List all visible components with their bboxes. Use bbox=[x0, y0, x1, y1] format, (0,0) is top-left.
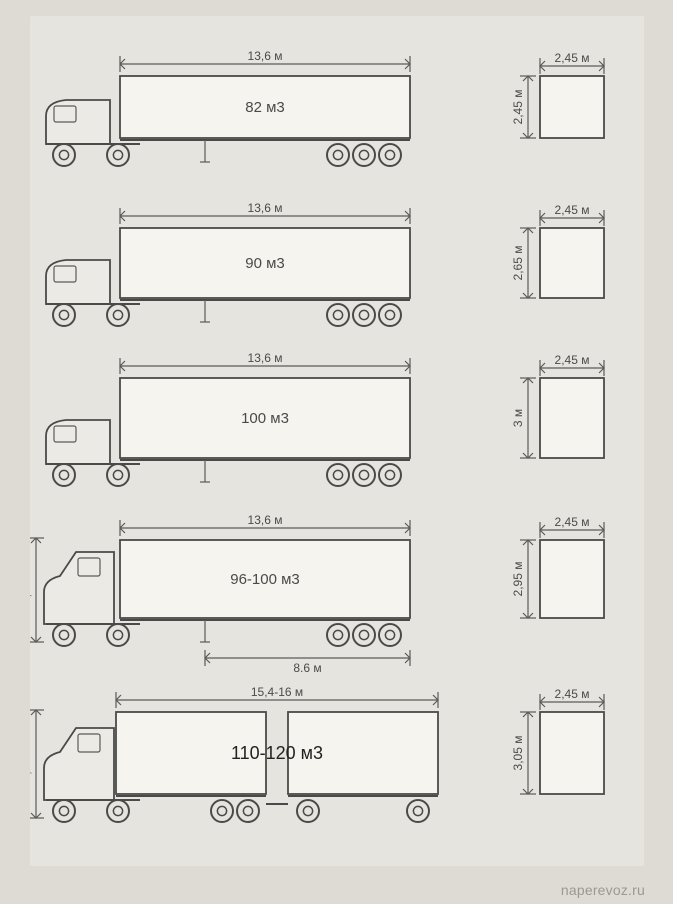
volume-label: 110-120 м3 bbox=[231, 743, 323, 763]
cross-width-label: 2,45 м bbox=[555, 353, 590, 367]
cross-section-box bbox=[540, 540, 604, 618]
length-label: 13,6 м bbox=[248, 49, 283, 63]
cross-height-label: 2,65 м bbox=[511, 246, 525, 281]
volume-label: 82 м3 bbox=[245, 99, 285, 116]
cross-height-label: 2,95 м bbox=[511, 562, 525, 597]
left-height-label: 2,5 м bbox=[30, 576, 33, 604]
truck-row: 110-120 м3 15,4-16 м 2,95 м 2,45 м 3,05 … bbox=[30, 672, 644, 848]
volume-label: 90 м3 bbox=[245, 255, 285, 272]
length-label: 15,4-16 м bbox=[251, 685, 303, 699]
watermark: naperevoz.ru bbox=[561, 882, 645, 898]
cross-width-label: 2,45 м bbox=[555, 203, 590, 217]
cross-height-label: 3,05 м bbox=[511, 736, 525, 771]
length-label: 13,6 м bbox=[248, 351, 283, 365]
cross-section-box bbox=[540, 228, 604, 298]
volume-label: 96-100 м3 bbox=[230, 571, 300, 588]
length-label: 13,6 м bbox=[248, 513, 283, 527]
wheelbase-label: 8,6 м bbox=[293, 661, 321, 672]
cross-width-label: 2,45 м bbox=[555, 687, 590, 701]
cross-width-label: 2,45 м bbox=[555, 515, 590, 529]
left-height-label: 2,95 м bbox=[30, 747, 33, 782]
length-label: 13,6 м bbox=[248, 201, 283, 215]
truck-row: 100 м3 13,6 м 2,45 м 3 м bbox=[30, 336, 644, 496]
truck-row: 90 м3 13,6 м 2,45 м 2,65 м bbox=[30, 176, 644, 336]
cross-section-box bbox=[540, 378, 604, 458]
cross-height-label: 2,45 м bbox=[511, 90, 525, 125]
volume-label: 100 м3 bbox=[241, 410, 289, 427]
cross-height-label: 3 м bbox=[511, 409, 525, 427]
cross-width-label: 2,45 м bbox=[555, 51, 590, 65]
cross-section-box bbox=[540, 712, 604, 794]
cross-section-box bbox=[540, 76, 604, 138]
truck-row: 96-100 м3 13,6 м 8,6 м 2,5 м 2,45 м 2,95… bbox=[30, 496, 644, 672]
truck-row: 82 м3 13,6 м 2,45 м 2,45 м bbox=[30, 16, 644, 176]
